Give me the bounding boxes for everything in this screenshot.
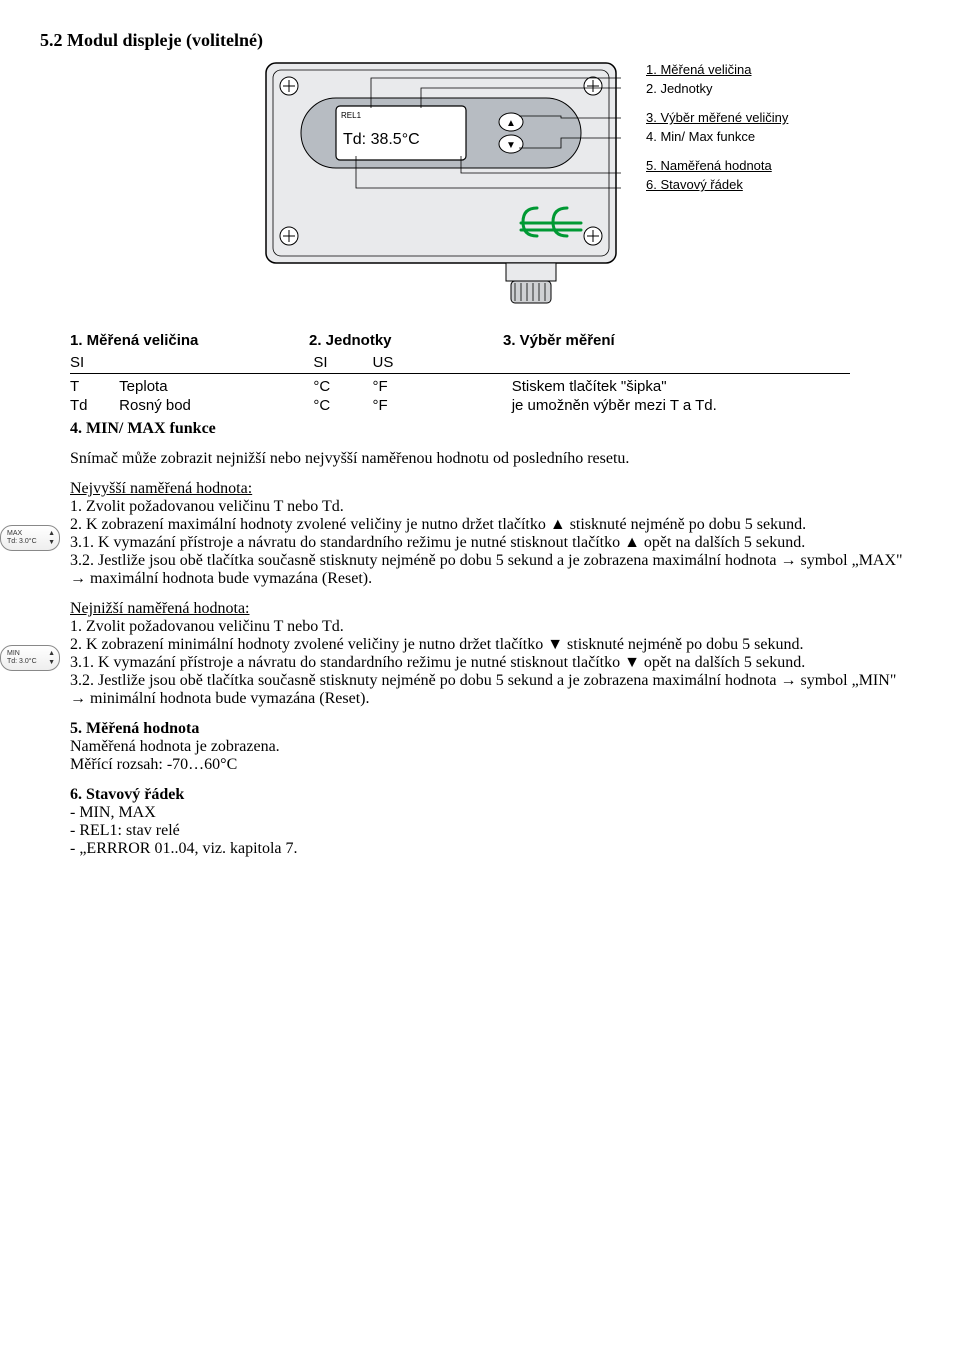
section6-l2: - REL1: stav relé — [70, 822, 910, 840]
callout-6: 6. Stavový řádek — [646, 177, 743, 192]
max-l3: 3.1. K vymazání přístroje a návratu do s… — [70, 534, 910, 552]
row1-name: Rosný bod — [119, 397, 309, 414]
callout-1: 1. Měřená veličina — [646, 62, 752, 77]
callout-2: 2. Jednotky — [646, 81, 713, 96]
section6-l1: - MIN, MAX — [70, 804, 910, 822]
section5-l1: Naměřená hodnota je zobrazena. — [70, 738, 910, 756]
legend-headers: 1. Měřená veličina 2. Jednotky 3. Výběr … — [70, 332, 910, 350]
device-diagram-block: REL1 Td: 38.5°C ▲ ▼ — [260, 57, 910, 314]
row0-u1: °C — [313, 378, 368, 395]
callout-3: 3. Výběr měřené veličiny — [646, 110, 788, 125]
row1-u2: °F — [373, 397, 508, 414]
svg-text:▲: ▲ — [506, 118, 516, 129]
intro-paragraph: Snímač může zobrazit nejnižší nebo nejvy… — [70, 450, 910, 468]
units-head-si2: SI — [313, 354, 368, 371]
callout-5: 5. Naměřená hodnota — [646, 158, 772, 173]
max-l4: 3.2. Jestliže jsou obě tlačítka současně… — [70, 552, 910, 588]
section6: 6. Stavový řádek - MIN, MAX - REL1: stav… — [70, 786, 910, 858]
max-heading: Nejvyšší naměřená hodnota: — [70, 480, 252, 497]
minmax-heading: 4. MIN/ MAX funkce — [70, 420, 910, 438]
units-head-us: US — [373, 354, 508, 371]
row0-code: T — [70, 378, 115, 395]
lcd-main-text: Td: 38.5°C — [343, 131, 420, 148]
row1-u1: °C — [313, 397, 368, 414]
legend-col1: 1. Měřená veličina — [70, 332, 305, 349]
min-badge: MIN Td: 3.0°C ▲▼ — [0, 645, 60, 671]
section6-heading: 6. Stavový řádek — [70, 786, 910, 804]
section5-l2: Měřící rozsah: -70…60°C — [70, 756, 910, 774]
diagram-callouts: 1. Měřená veličina 2. Jednotky 3. Výběr … — [645, 57, 789, 314]
min-l2: 2. K zobrazení minimální hodnoty zvolené… — [70, 636, 910, 654]
min-heading: Nejnižší naměřená hodnota: — [70, 600, 250, 617]
row0-note: Stiskem tlačítek "šipka" — [512, 378, 667, 395]
max-l1: 1. Zvolit požadovanou veličinu T nebo Td… — [70, 498, 910, 516]
units-head-si1: SI — [70, 354, 115, 371]
row1-code: Td — [70, 397, 115, 414]
min-l4: 3.2. Jestliže jsou obě tlačítka současně… — [70, 672, 910, 708]
row0-name: Teplota — [119, 378, 309, 395]
legend-col2: 2. Jednotky — [309, 332, 499, 349]
units-table: SI SI US T Teplota °C °F Stiskem tlačíte… — [70, 354, 910, 414]
min-block: MIN Td: 3.0°C ▲▼ Nejnižší naměřená hodno… — [70, 600, 910, 708]
svg-text:▼: ▼ — [506, 140, 516, 151]
legend-col3: 3. Výběr měření — [503, 332, 615, 349]
max-block: MAX Td: 3.0°C ▲▼ Nejvyšší naměřená hodno… — [70, 480, 910, 588]
section-title: 5.2 Modul displeje (volitelné) — [40, 30, 910, 51]
section5: 5. Měřená hodnota Naměřená hodnota je zo… — [70, 720, 910, 774]
section5-heading: 5. Měřená hodnota — [70, 720, 910, 738]
min-l1: 1. Zvolit požadovanou veličinu T nebo Td… — [70, 618, 910, 636]
min-l3: 3.1. K vymazání přístroje a návratu do s… — [70, 654, 910, 672]
row1-note: je umožněn výběr mezi T a Td. — [512, 397, 717, 414]
callout-4: 4. Min/ Max funkce — [646, 129, 755, 144]
max-l2: 2. K zobrazení maximální hodnoty zvolené… — [70, 516, 910, 534]
device-diagram-svg: REL1 Td: 38.5°C ▲ ▼ — [261, 58, 621, 308]
row0-u2: °F — [373, 378, 508, 395]
lcd-rel-label: REL1 — [341, 111, 362, 120]
section6-l3: - „ERRROR 01..04, viz. kapitola 7. — [70, 840, 910, 858]
max-badge: MAX Td: 3.0°C ▲▼ — [0, 525, 60, 551]
